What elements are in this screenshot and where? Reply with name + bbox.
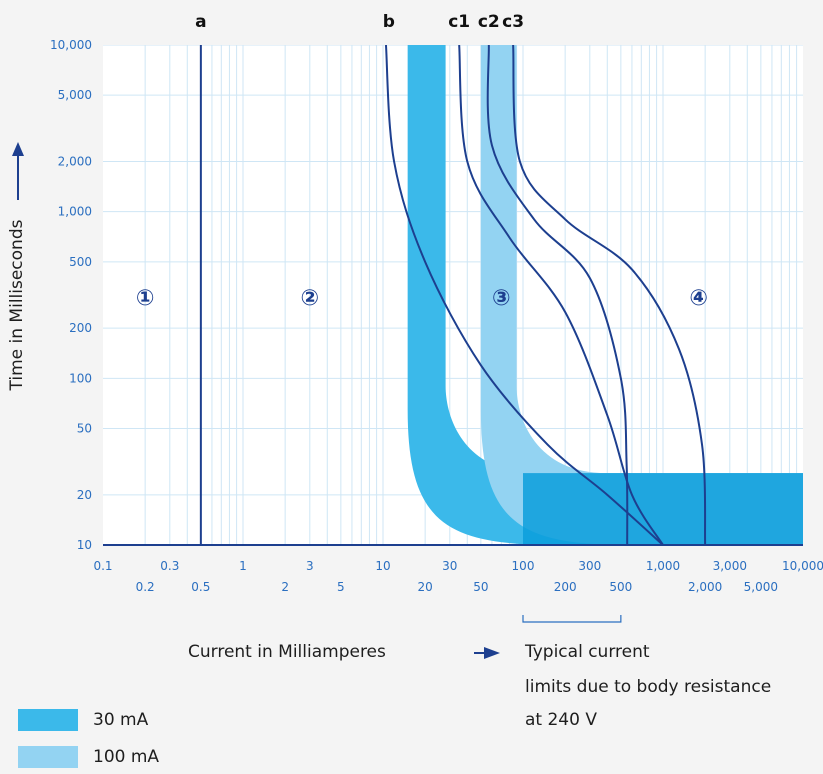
curve-label-c1: c1 [448,12,470,32]
curve-c2 [486,45,629,545]
zone-label-1: ① [136,286,155,311]
y-tick-label: 2,000 [58,154,92,168]
annotation-bracket [522,615,622,623]
y-tick-label: 1,000 [58,205,92,219]
y-tick-label: 100 [69,371,92,385]
x-tick-label-bottom: 50 [473,580,488,594]
x-tick-label-bottom: 0.5 [191,580,210,594]
x-tick-label-top: 0.3 [160,559,179,573]
band-overlap [523,473,803,545]
annotation-line-3: at 240 V [525,710,597,730]
y-tick-label: 5,000 [58,88,92,102]
x-tick-label-top: 1,000 [646,559,680,573]
x-axis-label: Current in Milliamperes [188,642,386,662]
y-tick-label: 10,000 [50,38,92,52]
curve-b [384,45,664,545]
x-tick-label-top: 300 [578,559,601,573]
x-tick-label-bottom: 20 [418,580,433,594]
y-tick-label: 500 [69,255,92,269]
zone-label-3: ③ [492,286,511,311]
x-tick-label-top: 100 [512,559,535,573]
x-tick-label-top: 3,000 [713,559,747,573]
x-tick-label-top: 30 [442,559,457,573]
x-axis-arrow-head [484,647,500,659]
y-axis-label: Time in Milliseconds [7,219,27,391]
x-tick-label-top: 0.1 [93,559,112,573]
curves [199,45,707,545]
x-tick-label-bottom: 2 [281,580,289,594]
plot-layer: ① ② ③ ④ [103,45,803,545]
x-tick-label-top: 10,000 [782,559,823,573]
curve-label-c2: c2 [478,12,500,32]
x-tick-label-top: 10 [375,559,390,573]
x-tick-label-top: 3 [306,559,314,573]
legend-swatch-30ma [18,709,78,731]
y-axis-arrow-head [12,142,24,156]
curve-label-c3: c3 [502,12,524,32]
y-tick-label: 10 [77,538,92,552]
x-tick-label-bottom: 500 [609,580,632,594]
annotation-line-1: Typical current [525,642,650,662]
x-tick-label-bottom: 2,000 [688,580,722,594]
legend-label-100ma: 100 mA [93,747,160,767]
x-tick-label-bottom: 5,000 [744,580,778,594]
x-tick-label-top: 1 [239,559,247,573]
legend-swatch-100ma [18,746,78,768]
y-tick-label: 50 [77,422,92,436]
x-tick-label-bottom: 200 [554,580,577,594]
x-tick-label-bottom: 5 [337,580,345,594]
y-tick-label: 20 [77,488,92,502]
annotation-line-2: limits due to body resistance [525,677,772,697]
curve-label-a: a [195,12,206,32]
zone-label-2: ② [300,286,319,311]
y-tick-label: 200 [69,321,92,335]
curve-c1 [458,45,664,545]
legend-label-30ma: 30 mA [93,710,149,730]
zone-label-4: ④ [689,286,708,311]
curve-c3 [512,45,707,545]
x-tick-label-bottom: 0.2 [136,580,155,594]
curve-label-b: b [383,12,395,32]
